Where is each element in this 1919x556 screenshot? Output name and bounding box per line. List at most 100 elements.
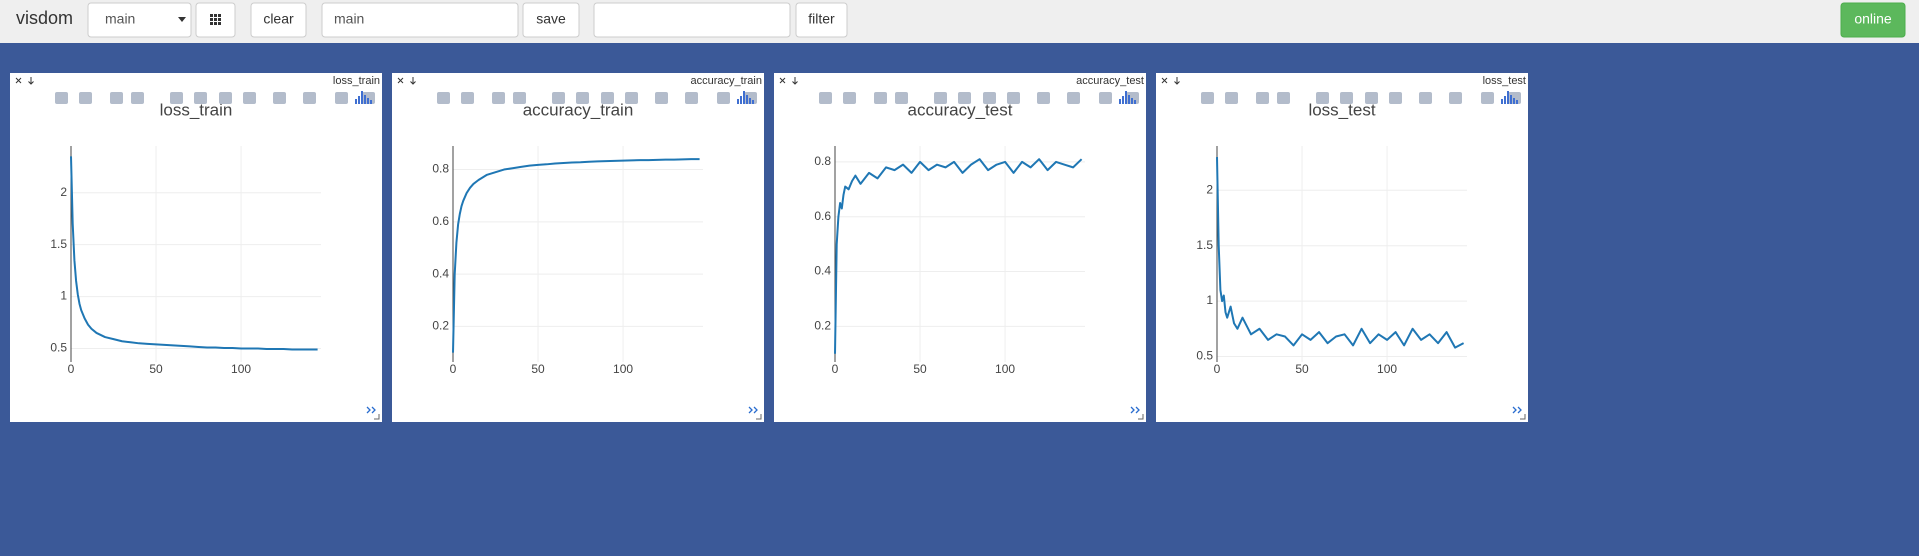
modebar-icon[interactable] — [895, 92, 908, 104]
modebar-icon[interactable] — [819, 92, 832, 104]
window-title: loss_train — [333, 75, 380, 87]
modebar-icon[interactable] — [513, 92, 526, 104]
logo-bar — [1507, 91, 1509, 104]
y-tick-label: 0.4 — [432, 266, 449, 280]
logo-bar — [740, 96, 742, 104]
modebar-icon[interactable] — [625, 92, 638, 104]
modebar-icon[interactable] — [934, 92, 947, 104]
x-tick-label: 100 — [613, 362, 633, 376]
filter-input[interactable] — [593, 2, 791, 38]
window-title: accuracy_train — [690, 75, 762, 87]
data-line — [452, 158, 700, 353]
modebar-icon[interactable] — [194, 92, 207, 104]
modebar-icon[interactable] — [655, 92, 668, 104]
env-select[interactable]: main — [87, 2, 192, 38]
env-name-input[interactable] — [321, 2, 519, 38]
chart-title: accuracy_train — [523, 100, 634, 119]
x-tick-label: 50 — [1295, 362, 1309, 376]
select-arrow — [178, 17, 186, 22]
x-tick-label: 50 — [531, 362, 545, 376]
window-panel: accuracy_train accuracy_train 0.2 0.4 0.6 0.8… — [392, 73, 764, 422]
logo-bar — [1128, 95, 1130, 104]
window-panel: loss_train loss_train 0.5 1 1.5 2 0 50 100 — [10, 73, 382, 422]
y-tick-label: 0.5 — [50, 341, 67, 355]
modebar-icon[interactable] — [1389, 92, 1402, 104]
modebar-icon[interactable] — [219, 92, 232, 104]
layout-button[interactable] — [195, 2, 236, 38]
modebar-icon[interactable] — [1340, 92, 1353, 104]
modebar-icon[interactable] — [685, 92, 698, 104]
clear-label: clear — [263, 11, 294, 27]
modebar-icon[interactable] — [461, 92, 474, 104]
more-icon — [1512, 406, 1522, 414]
modebar-icon[interactable] — [958, 92, 971, 104]
modebar-icon[interactable] — [335, 92, 348, 104]
modebar-icon[interactable] — [1256, 92, 1269, 104]
modebar-icon[interactable] — [1225, 92, 1238, 104]
logo-bar — [1510, 95, 1512, 104]
brand: visdom — [16, 8, 73, 28]
modebar-icon[interactable] — [1201, 92, 1214, 104]
x-tick-label: 0 — [832, 362, 839, 376]
y-tick-label: 0.2 — [432, 319, 449, 333]
y-tick-label: 0.2 — [814, 319, 831, 333]
modebar-icon[interactable] — [1481, 92, 1494, 104]
env-select-value: main — [105, 11, 135, 27]
modebar — [819, 91, 1139, 104]
download-icon — [1174, 77, 1180, 85]
close-icon — [779, 77, 786, 84]
modebar-icon[interactable] — [1419, 92, 1432, 104]
modebar-icon[interactable] — [131, 92, 144, 104]
resize-handle — [756, 414, 762, 420]
logo-bar — [743, 91, 745, 104]
clear-button[interactable] — [250, 2, 307, 38]
modebar-icon[interactable] — [983, 92, 996, 104]
modebar-icon[interactable] — [601, 92, 614, 104]
modebar-icon[interactable] — [576, 92, 589, 104]
close-icon — [397, 77, 404, 84]
filter-button[interactable] — [795, 2, 848, 38]
modebar-icon[interactable] — [1365, 92, 1378, 104]
modebar-icon[interactable] — [79, 92, 92, 104]
modebar-icon[interactable] — [437, 92, 450, 104]
modebar-icon[interactable] — [1449, 92, 1462, 104]
modebar-icon[interactable] — [243, 92, 256, 104]
modebar-icon[interactable] — [1007, 92, 1020, 104]
download-icon — [28, 77, 34, 85]
window-title: loss_test — [1483, 75, 1526, 87]
x-tick-label: 0 — [450, 362, 457, 376]
modebar-icon[interactable] — [874, 92, 887, 104]
modebar-icon[interactable] — [110, 92, 123, 104]
data-line — [70, 156, 318, 351]
logo-bar — [1501, 99, 1503, 104]
modebar-icon[interactable] — [552, 92, 565, 104]
modebar-icon[interactable] — [1316, 92, 1329, 104]
logo-bar — [361, 91, 363, 104]
modebar-icon[interactable] — [1067, 92, 1080, 104]
chart-title: accuracy_test — [908, 100, 1013, 119]
modebar-icon[interactable] — [170, 92, 183, 104]
status-button[interactable] — [1840, 2, 1906, 38]
logo-bar — [1119, 99, 1121, 104]
modebar-icon[interactable] — [1099, 92, 1112, 104]
window-panel: accuracy_test accuracy_test 0.2 0.4 0.6 0.8 0 5… — [774, 73, 1146, 422]
modebar-icon[interactable] — [492, 92, 505, 104]
modebar-icon[interactable] — [55, 92, 68, 104]
logo-bar — [1516, 100, 1518, 104]
modebar-icon[interactable] — [717, 92, 730, 104]
logo-bar — [737, 99, 739, 104]
data-line — [834, 158, 1083, 354]
y-tick-label: 1.5 — [1196, 238, 1213, 252]
logo-bar — [364, 95, 366, 104]
modebar-icon[interactable] — [843, 92, 856, 104]
env-select-box[interactable] — [87, 2, 192, 38]
save-button[interactable] — [522, 2, 580, 38]
logo-bar — [1122, 96, 1124, 104]
modebar-icon[interactable] — [1037, 92, 1050, 104]
close-icon — [15, 77, 22, 84]
window-title: accuracy_test — [1076, 75, 1144, 87]
modebar-icon[interactable] — [273, 92, 286, 104]
modebar-icon[interactable] — [1277, 92, 1290, 104]
modebar-icon[interactable] — [303, 92, 316, 104]
